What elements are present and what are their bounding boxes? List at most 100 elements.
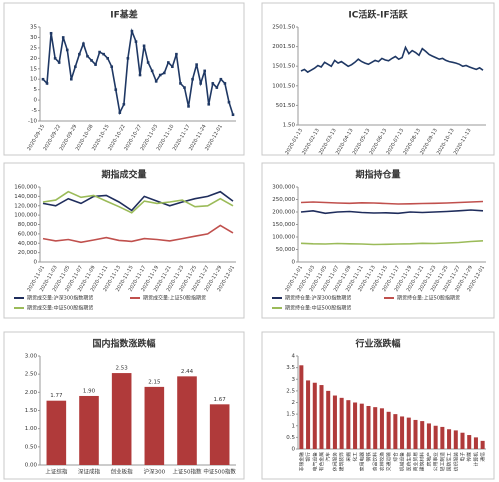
y-tick-label: 2.50 xyxy=(25,372,38,378)
bar xyxy=(400,416,405,449)
point-marker xyxy=(74,65,77,68)
x-tick-label: 休闲服务 xyxy=(331,452,338,471)
y-tick-label: 1 xyxy=(292,423,296,429)
point-marker xyxy=(154,80,158,83)
y-tick-label: -5 xyxy=(32,108,38,114)
bar xyxy=(406,417,411,449)
bar xyxy=(46,400,67,465)
point-marker xyxy=(110,65,114,68)
y-tick-label: 1001.50 xyxy=(272,83,295,89)
y-tick-label: 20,000 xyxy=(18,250,38,256)
x-tick-label: 农林牧渔 xyxy=(378,452,385,471)
point-marker xyxy=(231,113,235,117)
x-tick-label: 采掘 xyxy=(345,452,352,462)
y-tick-label: 2.00 xyxy=(25,390,38,396)
bar xyxy=(379,408,384,449)
y-tick-label: 2001.50 xyxy=(272,44,295,50)
y-tick-label: 15 xyxy=(30,66,37,72)
point-marker xyxy=(114,88,118,91)
point-marker xyxy=(102,52,105,56)
x-tick-label: 建筑装饰 xyxy=(338,452,345,471)
point-marker xyxy=(211,82,215,85)
point-marker xyxy=(219,77,223,81)
legend-label: 期货成交量:沪深300指数期货 xyxy=(27,295,93,302)
y-tick-label: 0 xyxy=(34,98,38,104)
point-marker xyxy=(191,77,194,81)
y-tick-label: 3.00 xyxy=(25,354,38,360)
y-tick-label: 50,000 xyxy=(276,247,296,253)
x-tick-label: 商业贸易 xyxy=(412,452,419,471)
x-tick-label: 综合 xyxy=(392,452,399,462)
y-tick-label: 1.50 xyxy=(25,408,38,414)
bar xyxy=(440,426,445,449)
point-marker xyxy=(118,111,122,114)
y-tick-label: 0.5 xyxy=(286,435,295,441)
y-tick-label: 250,000 xyxy=(272,197,295,203)
bar xyxy=(346,400,351,449)
point-marker xyxy=(53,57,57,60)
y-tick-label: 120,000 xyxy=(14,203,37,209)
panel-frame xyxy=(261,162,495,319)
bar xyxy=(413,419,418,449)
point-marker xyxy=(61,36,65,39)
series-line xyxy=(42,28,234,116)
x-tick-label: 交通运输 xyxy=(385,452,392,471)
bar xyxy=(359,403,364,449)
y-tick-label: 80,000 xyxy=(18,222,38,228)
y-tick-label: 300,000 xyxy=(272,185,295,191)
data-label: 1.77 xyxy=(50,393,63,399)
point-marker xyxy=(175,52,178,56)
point-marker xyxy=(187,105,190,108)
bar xyxy=(473,437,478,449)
point-marker xyxy=(199,82,202,85)
y-tick-label: 100,000 xyxy=(14,213,37,219)
point-marker xyxy=(142,44,146,48)
y-tick-label: 60,000 xyxy=(18,231,38,237)
y-tick-label: 1501.50 xyxy=(272,64,295,70)
x-tick-label: 家用电器 xyxy=(358,452,365,471)
x-tick-label: 钢铁 xyxy=(365,452,372,462)
y-tick-label: 35 xyxy=(30,25,37,31)
point-marker xyxy=(98,50,101,54)
bar xyxy=(332,395,337,449)
bar xyxy=(480,440,485,449)
data-label: 1.67 xyxy=(214,397,227,403)
y-tick-label: 20 xyxy=(30,56,37,62)
x-tick-label: 纺织服装 xyxy=(452,452,459,471)
chart-title: 行业涨跌幅 xyxy=(354,338,400,350)
x-tick-label: 医药生物 xyxy=(405,452,412,471)
bar xyxy=(144,386,165,465)
point-marker xyxy=(90,59,93,62)
x-tick-label: 电子 xyxy=(459,452,466,462)
point-marker xyxy=(162,71,166,75)
point-marker xyxy=(86,54,89,58)
legend-label: 期货持仓量:沪深300指数期货 xyxy=(285,295,351,302)
y-tick-label: 4 xyxy=(292,354,296,360)
series-line xyxy=(300,209,484,215)
y-tick-label: 0 xyxy=(34,260,38,266)
x-tick-label: 深证成指 xyxy=(78,468,101,476)
chart-title: IC活跃-IF活跃 xyxy=(348,9,408,21)
data-label: 2.15 xyxy=(148,379,161,385)
point-marker xyxy=(138,73,142,77)
y-tick-label: 100,000 xyxy=(272,235,295,241)
point-marker xyxy=(82,42,85,46)
x-tick-label: 上证综指 xyxy=(45,468,68,476)
x-tick-label: 机械设备 xyxy=(399,452,406,471)
bar xyxy=(373,407,378,449)
point-marker xyxy=(207,102,211,106)
y-tick-label: 2501.50 xyxy=(272,25,295,31)
y-tick-label: 501.50 xyxy=(276,103,296,109)
point-marker xyxy=(49,31,53,35)
point-marker xyxy=(146,61,150,64)
point-marker xyxy=(150,69,154,73)
point-marker xyxy=(227,100,231,104)
x-tick-label: 银行 xyxy=(305,452,312,462)
y-tick-label: 1.00 xyxy=(25,426,38,432)
bar xyxy=(420,421,425,449)
legend-label: 期货成交量:中证500股指期货 xyxy=(27,305,93,312)
x-tick-label: 轻工制造 xyxy=(439,452,446,471)
x-tick-label: 非银金融 xyxy=(298,452,305,471)
point-marker xyxy=(69,77,73,81)
